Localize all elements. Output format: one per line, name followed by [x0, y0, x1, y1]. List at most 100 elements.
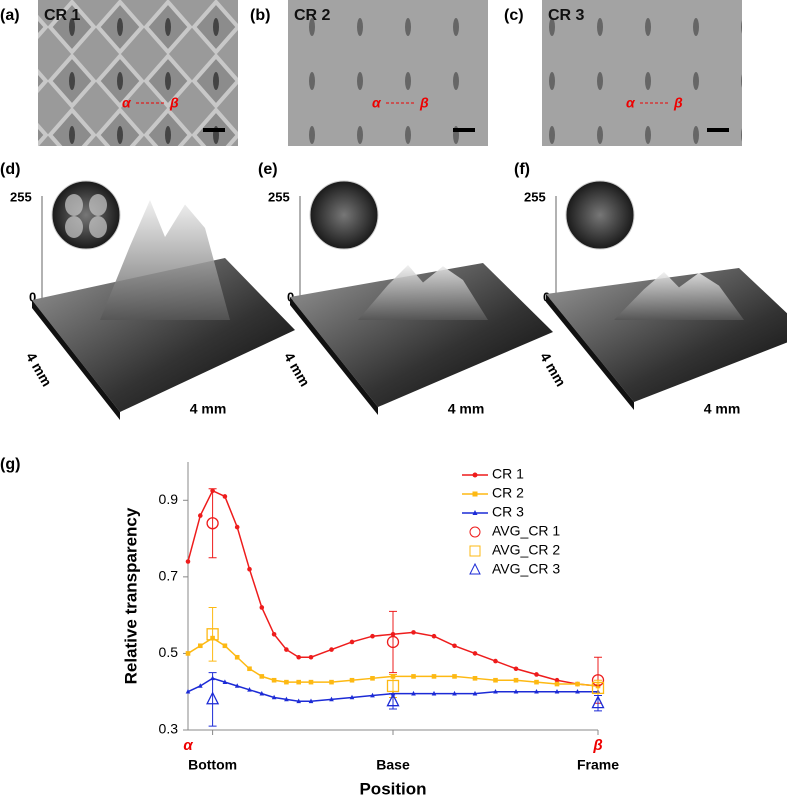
marker [534, 688, 539, 694]
marker [370, 633, 375, 639]
marker [206, 628, 219, 641]
micrograph [38, 0, 238, 146]
surface-side [546, 294, 634, 410]
marker [284, 679, 289, 685]
x-tick-label: Base [376, 757, 410, 773]
marker [534, 672, 539, 677]
marker [329, 679, 334, 685]
marker [308, 679, 314, 685]
x-tick-label: Bottom [188, 757, 237, 773]
marker [370, 692, 375, 698]
surface-peaks [100, 200, 230, 320]
y-tick-label: 0.9 [159, 491, 179, 507]
marker [198, 513, 203, 518]
marker [472, 690, 478, 696]
sample-name: CR 3 [548, 7, 585, 24]
marker [308, 698, 314, 704]
marker [472, 491, 478, 497]
marker [206, 517, 219, 530]
inset-spot [65, 216, 83, 238]
marker [349, 677, 355, 683]
marker [493, 688, 498, 694]
y-axis-label: Relative transparency [121, 507, 140, 684]
alpha-label: α [122, 95, 132, 111]
marker [185, 651, 191, 656]
z-min-label: 0 [29, 289, 36, 304]
marker [247, 687, 252, 692]
z-max-label: 255 [524, 189, 546, 204]
y-tick-label: 0.5 [159, 644, 179, 660]
marker [247, 666, 252, 672]
marker [370, 676, 375, 681]
marker [222, 679, 228, 684]
legend-entry: CR 1 [462, 466, 524, 482]
legend-entry: CR 3 [462, 504, 524, 520]
marker [284, 647, 289, 652]
marker [308, 654, 314, 660]
legend-label: AVG_CR 2 [492, 542, 560, 558]
surface-side [32, 300, 120, 420]
marker [259, 674, 265, 679]
marker [591, 681, 605, 695]
y-tick-label: 0.3 [159, 721, 179, 737]
alpha-label: α [183, 737, 193, 754]
marker [234, 654, 240, 660]
inset-spot [89, 216, 107, 238]
surface [32, 258, 295, 412]
beta-label: β [673, 95, 683, 111]
legend-label: AVG_CR 3 [492, 561, 560, 577]
beta-label: β [169, 95, 179, 111]
legend-label: CR 1 [492, 466, 524, 482]
marker [386, 635, 400, 649]
marker [259, 690, 265, 696]
inset-disk [51, 180, 121, 250]
panel-label: (a) [0, 7, 20, 24]
marker [185, 688, 191, 694]
marker [513, 666, 519, 672]
sample-name: CR 2 [294, 7, 331, 24]
panel-label: (d) [0, 161, 20, 178]
marker [329, 647, 334, 652]
beta-label: β [419, 95, 429, 111]
marker [222, 494, 228, 499]
scale-bar [453, 128, 475, 132]
marker [554, 681, 560, 687]
marker [234, 683, 240, 688]
marker [329, 696, 334, 702]
marker [472, 651, 478, 656]
side-label: 4 mm [281, 350, 313, 390]
inset-disk [565, 180, 635, 250]
marker [452, 674, 457, 679]
marker [513, 677, 519, 683]
marker [222, 643, 228, 649]
panel-label: (b) [250, 7, 270, 24]
legend-label: CR 3 [492, 504, 524, 520]
panel-label: (c) [504, 7, 524, 24]
panel-label: (e) [258, 161, 278, 178]
micrograph [288, 0, 488, 146]
marker [284, 696, 289, 702]
scale-bar [203, 128, 225, 132]
marker [411, 674, 416, 679]
marker [349, 639, 355, 645]
marker [534, 679, 539, 685]
side-label: 4 mm [23, 350, 55, 390]
inset-spot [65, 194, 83, 216]
marker [575, 688, 580, 694]
x-axis-label: Position [359, 779, 426, 798]
surface-side [290, 297, 378, 415]
marker [493, 677, 498, 683]
beta-label: β [592, 737, 602, 754]
error-bar [208, 606, 217, 662]
marker [386, 679, 400, 693]
marker [513, 688, 519, 694]
marker [411, 690, 416, 696]
side-label: 4 mm [537, 350, 569, 390]
marker [185, 559, 191, 564]
side-label: 4 mm [704, 401, 741, 417]
sample-name: CR 1 [44, 7, 81, 24]
legend-entry: AVG_CR 1 [469, 523, 560, 539]
marker [198, 643, 203, 649]
marker [234, 524, 240, 530]
inset-disk [309, 180, 379, 250]
